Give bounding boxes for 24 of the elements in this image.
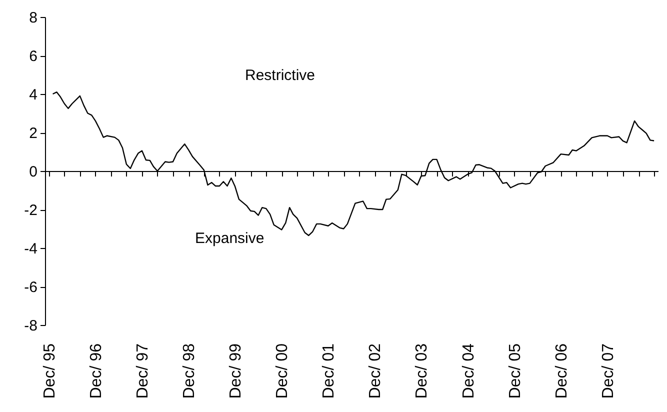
x-tick-label: Dec/ 01 — [320, 343, 338, 399]
y-tick-label: -6 — [24, 279, 38, 296]
x-tick-label: Dec/ 99 — [228, 343, 245, 399]
y-tick-label: 4 — [29, 86, 38, 104]
y-tick-label: -8 — [24, 318, 38, 334]
x-tick-label: Dec/ 95 — [41, 343, 58, 399]
y-tick-label: 0 — [29, 164, 38, 180]
y-tick-label: 8 — [29, 10, 38, 26]
x-tick-label: Dec/ 04 — [460, 343, 478, 399]
y-tick-label: 2 — [29, 125, 38, 142]
x-tick-label: Dec/ 97 — [134, 343, 152, 399]
x-tick-label: Dec/ 96 — [88, 343, 105, 399]
annotation: Restrictive — [245, 67, 316, 84]
x-tick-label: Dec/ 06 — [553, 343, 570, 399]
x-tick-label: Dec/ 02 — [367, 343, 384, 399]
x-tick-label: Dec/ 03 — [414, 343, 431, 399]
annotation: Expansive — [195, 230, 264, 247]
x-tick-label: Dec/ 98 — [181, 343, 198, 399]
x-tick-label: Dec/ 00 — [274, 343, 292, 399]
y-tick-label: -4 — [24, 240, 38, 258]
y-tick-label: 6 — [29, 48, 38, 65]
x-tick-label: Dec/ 07 — [600, 343, 617, 399]
x-tick-label: Dec/ 05 — [506, 343, 524, 399]
y-tick-label: -2 — [24, 202, 38, 219]
